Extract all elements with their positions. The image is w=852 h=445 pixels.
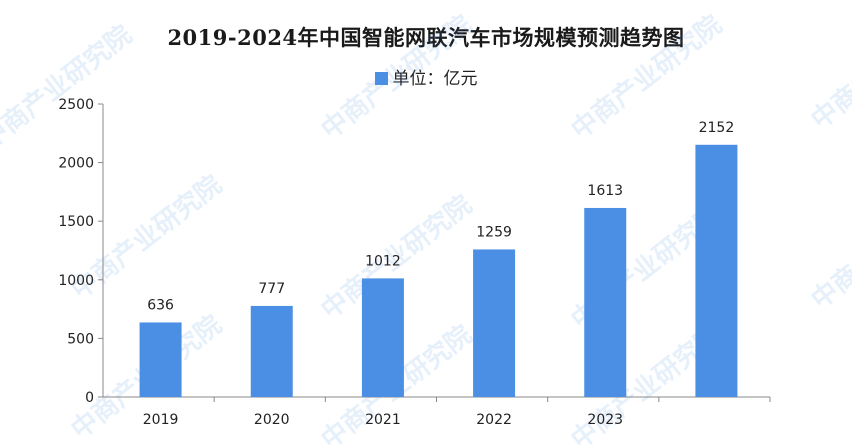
data-label: 636 (147, 297, 174, 313)
bar (250, 305, 293, 397)
chart-title: 2019-2024年中国智能网联汽车市场规模预测趋势图 (167, 25, 685, 50)
y-tick-label: 1500 (58, 214, 94, 230)
x-tick-label: 2020 (254, 412, 290, 428)
legend-label: 单位：亿元 (392, 69, 478, 89)
x-tick-label: 2019 (143, 412, 179, 428)
watermark-text: 中商产业研究院 (315, 9, 478, 145)
y-tick-label: 2000 (58, 156, 94, 172)
x-tick-label: 2023 (587, 412, 623, 428)
bar (584, 207, 627, 397)
bar (361, 278, 404, 397)
watermark-text: 中商产业研究院 (0, 19, 138, 155)
legend: 单位：亿元 (0, 64, 852, 89)
data-label: 777 (258, 281, 285, 297)
data-label: 1259 (476, 224, 512, 240)
y-tick-label: 1000 (58, 273, 94, 289)
data-label: 1613 (587, 183, 623, 199)
data-label: 1012 (365, 253, 401, 269)
bar (473, 249, 516, 397)
data-label: 2152 (699, 120, 735, 136)
watermark-text: 中商产业研究院 (805, 179, 852, 315)
x-tick-label: 2021 (365, 412, 401, 428)
watermark-text: 中商产业研究院 (805, 0, 852, 136)
bar (139, 322, 182, 397)
bar (695, 144, 738, 397)
legend-swatch (374, 72, 388, 85)
x-tick-label: 2022 (476, 412, 512, 428)
y-tick-label: 2500 (58, 97, 94, 113)
y-tick-label: 500 (67, 331, 94, 347)
y-tick-label: 0 (85, 390, 94, 406)
